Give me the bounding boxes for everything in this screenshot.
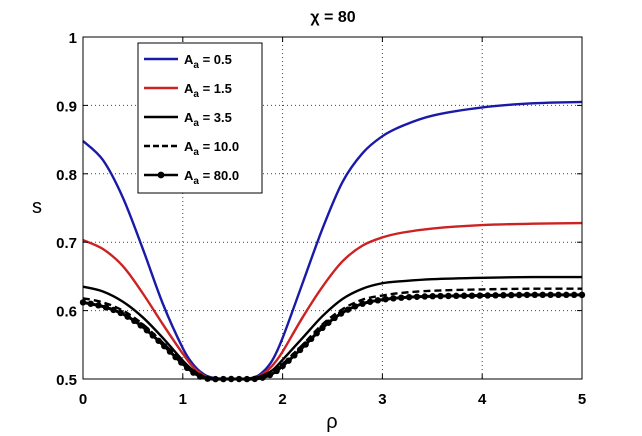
series-marker bbox=[344, 306, 352, 313]
series-marker bbox=[325, 319, 332, 326]
series-marker bbox=[508, 291, 515, 299]
x-tick-label: 4 bbox=[478, 391, 487, 408]
series-marker bbox=[95, 302, 102, 309]
series-marker bbox=[359, 300, 366, 307]
legend-entry: Aa = 1.5 bbox=[144, 81, 232, 100]
series-line bbox=[82, 100, 583, 381]
legend-label: Aa = 0.5 bbox=[184, 52, 232, 71]
series-marker bbox=[429, 293, 436, 300]
legend-label: Aa = 1.5 bbox=[184, 81, 232, 100]
series-marker bbox=[437, 292, 444, 300]
x-tick-label: 1 bbox=[179, 391, 187, 408]
series-marker bbox=[155, 337, 162, 344]
series-marker bbox=[484, 292, 491, 299]
series-marker bbox=[555, 291, 562, 299]
legend: Aa = 0.5 Aa = 1.5 Aa = 3.5 Aa = 10.0 Aa = 80… bbox=[137, 42, 263, 194]
legend-entry: Aa = 80.0 bbox=[144, 168, 239, 187]
series-marker bbox=[382, 295, 389, 303]
x-tick-label: 0 bbox=[79, 391, 87, 408]
series-marker bbox=[570, 291, 578, 299]
ticks bbox=[82, 36, 583, 380]
series-marker bbox=[259, 374, 266, 381]
series-marker bbox=[492, 292, 499, 299]
series-marker bbox=[445, 292, 452, 300]
series-marker bbox=[500, 292, 507, 299]
series-marker bbox=[307, 335, 315, 343]
series-marker bbox=[331, 314, 338, 322]
series-marker bbox=[476, 292, 484, 299]
series-marker bbox=[302, 341, 309, 348]
series-line bbox=[82, 221, 583, 381]
series-marker bbox=[374, 297, 382, 304]
x-axis-label: ρ bbox=[326, 411, 337, 433]
series-marker bbox=[563, 291, 570, 299]
series-marker bbox=[313, 330, 320, 337]
series-marker bbox=[131, 317, 138, 325]
series-marker bbox=[390, 295, 397, 302]
series-marker bbox=[149, 332, 156, 339]
series-marker bbox=[413, 293, 421, 300]
series-marker bbox=[266, 371, 274, 379]
series-marker bbox=[468, 292, 476, 299]
series-marker bbox=[161, 342, 168, 350]
series-marker bbox=[547, 291, 554, 299]
legend-label: Aa = 80.0 bbox=[184, 168, 239, 187]
y-tick-label: 1 bbox=[69, 30, 77, 47]
series-marker bbox=[110, 306, 117, 314]
y-tick-label: 0.5 bbox=[56, 372, 77, 389]
series-marker bbox=[337, 310, 345, 317]
series-marker bbox=[366, 298, 374, 305]
series-marker bbox=[421, 293, 428, 300]
series-marker bbox=[172, 353, 179, 361]
series-marker bbox=[285, 357, 292, 364]
series-marker bbox=[515, 291, 523, 299]
series-marker bbox=[351, 303, 359, 310]
series-1 bbox=[82, 100, 583, 381]
series-marker bbox=[143, 327, 151, 334]
y-tick-label: 0.6 bbox=[56, 304, 77, 321]
series-marker bbox=[460, 292, 468, 299]
x-tick-label: 2 bbox=[278, 391, 286, 408]
series-marker bbox=[183, 364, 191, 371]
series-marker bbox=[279, 362, 286, 370]
series-marker bbox=[539, 291, 546, 299]
y-tick-label: 0.8 bbox=[56, 167, 77, 184]
x-tick-label: 3 bbox=[378, 391, 386, 408]
x-tick-label: 5 bbox=[578, 391, 586, 408]
y-tick-label: 0.7 bbox=[56, 235, 77, 252]
legend-marker bbox=[157, 171, 165, 179]
series-marker bbox=[531, 291, 539, 299]
series-5 bbox=[79, 291, 586, 383]
series-marker bbox=[273, 367, 280, 375]
series-marker bbox=[102, 304, 110, 311]
legend-label: Aa = 10.0 bbox=[184, 139, 239, 158]
series-2 bbox=[82, 221, 583, 381]
series-marker bbox=[196, 373, 204, 380]
series-marker bbox=[523, 291, 531, 299]
series-marker bbox=[166, 348, 174, 355]
series-marker bbox=[124, 313, 131, 320]
series-marker bbox=[398, 294, 405, 301]
legend-label: Aa = 3.5 bbox=[184, 110, 232, 129]
series-layer bbox=[79, 100, 586, 383]
series-marker bbox=[190, 369, 197, 376]
plot-frame bbox=[82, 36, 583, 380]
series-marker bbox=[178, 359, 185, 366]
series-marker bbox=[453, 292, 460, 300]
y-tick-label: 0.9 bbox=[56, 98, 77, 115]
y-axis-label: s bbox=[32, 196, 42, 218]
series-marker bbox=[117, 309, 124, 317]
legend-entry: Aa = 0.5 bbox=[144, 52, 232, 71]
tick-labels: 0 1 2 3 4 5 0.5 0.6 0.7 0.8 0.9 1 bbox=[56, 30, 586, 408]
series-marker bbox=[405, 293, 413, 301]
series-marker bbox=[137, 322, 144, 329]
series-marker bbox=[319, 324, 326, 332]
legend-entry: Aa = 3.5 bbox=[144, 110, 232, 129]
series-marker bbox=[87, 300, 94, 307]
chart-title: χ = 80 bbox=[310, 9, 355, 26]
series-marker bbox=[291, 352, 298, 359]
legend-entry: Aa = 10.0 bbox=[144, 139, 239, 158]
series-marker bbox=[296, 346, 304, 354]
